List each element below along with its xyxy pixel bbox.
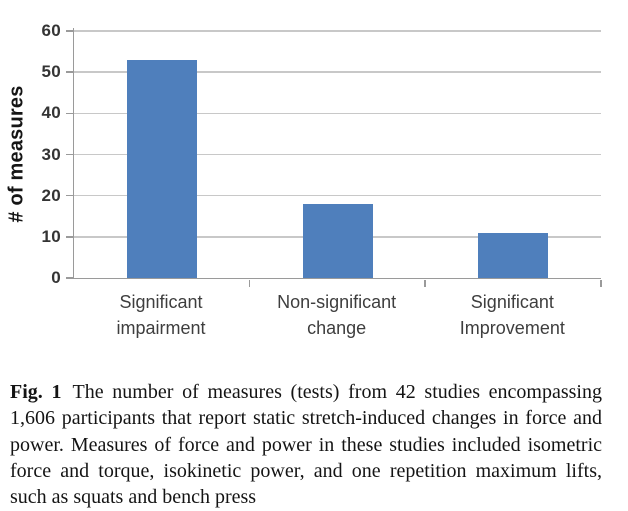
figure-caption: Fig. 1 The number of measures (tests) fro…	[10, 379, 602, 510]
bar-non-significant-change	[302, 203, 373, 278]
y-tick-mark-40	[66, 112, 74, 115]
plot-area	[66, 28, 602, 287]
x-category-label-significant-impairment: Significant impairment	[116, 292, 206, 338]
caption-text: The number of measures (tests) from 42 s…	[10, 381, 602, 509]
caption-label: Fig. 1	[10, 381, 62, 403]
x-category-label-significant-improvement: Significant Improvement	[459, 292, 565, 338]
y-tick-mark-50	[66, 71, 74, 73]
gridline-50	[74, 71, 601, 73]
gridline-40	[74, 112, 601, 115]
bar-chart: # of measures 0 10 20 30 40 50 60 Significant i…	[5, 21, 602, 338]
y-tick-label-30: 30	[41, 144, 61, 164]
y-tick-label-50: 50	[41, 62, 61, 82]
bar-significant-impairment	[126, 59, 197, 278]
gridline-60	[74, 30, 601, 32]
bar-significant-improvement	[478, 232, 549, 278]
y-tick-mark-20	[66, 194, 74, 197]
y-tick-mark-0	[66, 277, 74, 279]
gridline-30	[74, 153, 601, 156]
x-category-label-non-significant-change: Non-significant change	[277, 292, 397, 338]
x-tick-mark-2	[424, 280, 426, 287]
y-tick-label-40: 40	[41, 103, 61, 123]
x-tick-mark-3	[600, 280, 602, 287]
y-tick-label-20: 20	[41, 185, 61, 205]
y-tick-mark-60	[66, 30, 74, 32]
y-tick-label-0: 0	[51, 268, 61, 287]
y-tick-mark-30	[66, 153, 74, 156]
y-tick-label-60: 60	[41, 21, 61, 40]
y-tick-mark-10	[66, 236, 74, 238]
x-tick-mark-1	[248, 280, 251, 287]
gridline-20	[74, 194, 601, 197]
y-tick-label-10: 10	[41, 226, 61, 246]
